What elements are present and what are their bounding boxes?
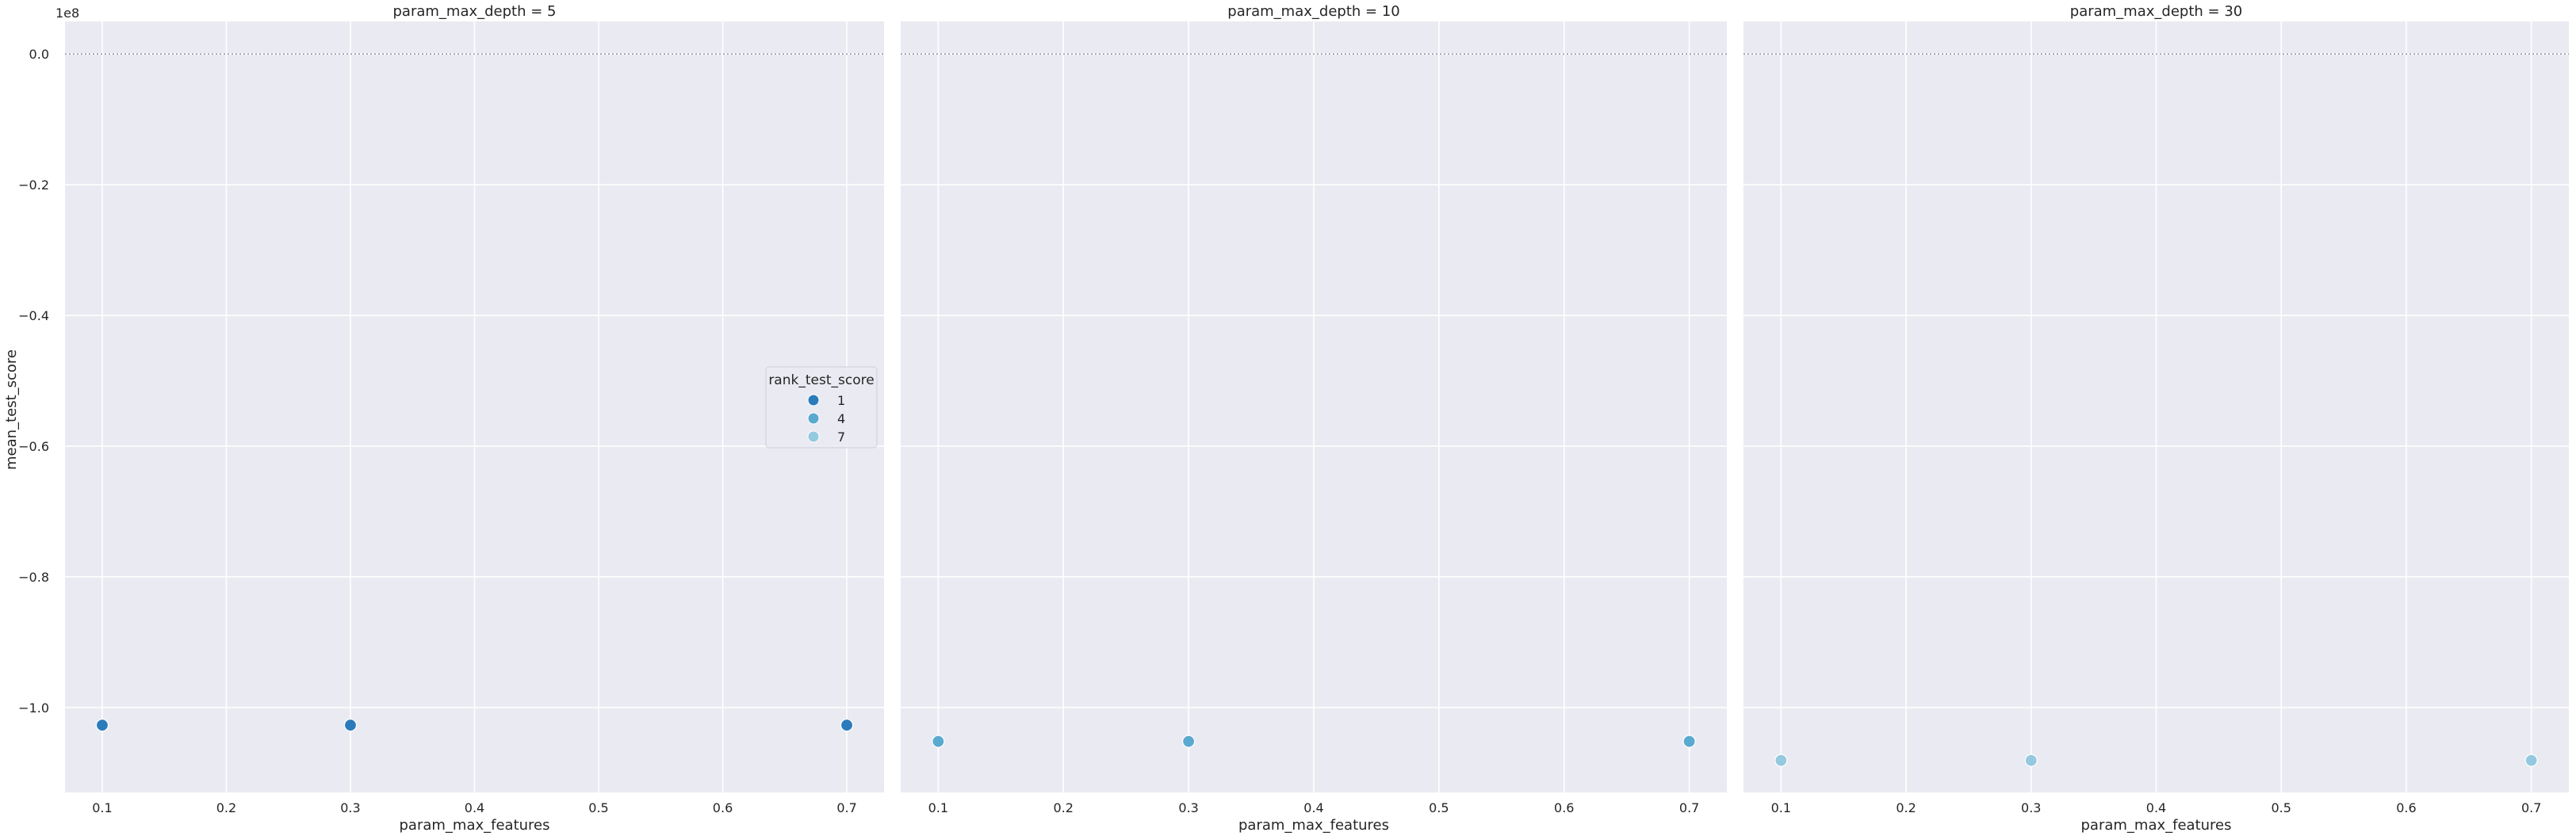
x-tick-label: 0.4 [465, 800, 484, 815]
x-tick-label: 0.5 [588, 800, 608, 815]
scatter-point [840, 718, 854, 732]
facet-title: param_max_depth = 10 [1227, 3, 1399, 20]
x-tick-label: 0.2 [216, 800, 236, 815]
scatter-point [932, 735, 945, 748]
x-tick-label: 0.1 [928, 800, 948, 815]
legend-title: rank_test_score [768, 372, 874, 388]
x-tick-label: 0.7 [836, 800, 856, 815]
scatter-point [2024, 754, 2038, 767]
legend-label: 4 [837, 411, 845, 426]
legend-marker [807, 394, 820, 407]
scatter-point [343, 718, 358, 732]
y-tick-label: 0.0 [29, 47, 49, 62]
x-axis-label: param_max_features [399, 817, 549, 834]
x-tick-label: 0.3 [2021, 800, 2041, 815]
x-tick-label: 0.7 [1679, 800, 1699, 815]
x-axis-label: param_max_features [1238, 817, 1389, 834]
legend-label: 7 [837, 429, 845, 445]
x-tick-label: 0.1 [1771, 800, 1791, 815]
x-tick-label: 0.2 [1054, 800, 1074, 815]
y-tick-label: −0.4 [18, 308, 49, 323]
legend-box [765, 366, 878, 449]
x-tick-label: 0.3 [1178, 800, 1198, 815]
x-tick-label: 0.7 [2521, 800, 2541, 815]
x-tick-label: 0.3 [340, 800, 360, 815]
scatter-point [95, 718, 109, 732]
legend-marker [807, 412, 820, 425]
y-tick-label: −0.8 [18, 570, 49, 585]
y-axis-offset-label: 1e8 [56, 6, 79, 21]
facet-panel: 0.1 0.2 0.3 0.4 0.5 0.6 0.7 param_max_depth = 3… [1743, 3, 2569, 834]
scatter-point [1182, 735, 1196, 748]
legend-marker [807, 430, 820, 443]
scatter-point [1774, 754, 1788, 767]
facet-title: param_max_depth = 5 [392, 3, 556, 20]
y-tick-label: −1.0 [18, 700, 49, 716]
x-tick-label: 0.5 [2272, 800, 2291, 815]
x-tick-label: 0.2 [1896, 800, 1916, 815]
facet-panel: 0.1 0.2 0.3 0.4 0.5 0.6 0.7 0.0 −0.2 −0.4 −0.6 −0.8… [18, 3, 884, 834]
scatter-point [2524, 754, 2538, 767]
x-tick-label: 0.5 [1429, 800, 1449, 815]
facet-title: param_max_depth = 30 [2070, 3, 2242, 20]
y-axis-label: mean_test_score [3, 349, 20, 470]
x-tick-label: 0.6 [713, 800, 733, 815]
x-tick-label: 0.4 [1303, 800, 1323, 815]
x-tick-label: 0.1 [92, 800, 112, 815]
y-tick-label: −0.6 [18, 439, 49, 454]
facet-panel: 0.1 0.2 0.3 0.4 0.5 0.6 0.7 param_max_depth = 1… [901, 3, 1727, 834]
scatter-point [1682, 735, 1696, 748]
legend: rank_test_score 1 4 7 [765, 366, 878, 449]
facet-panels: 0.1 0.2 0.3 0.4 0.5 0.6 0.7 0.0 −0.2 −0.4 −0.6 −0.8… [18, 3, 2569, 834]
x-axis-label: param_max_features [2080, 817, 2231, 834]
x-tick-label: 0.6 [2396, 800, 2416, 815]
x-tick-label: 0.6 [1554, 800, 1574, 815]
x-tick-label: 0.4 [2146, 800, 2166, 815]
y-tick-label: −0.2 [18, 178, 49, 193]
legend-label: 1 [837, 393, 845, 408]
